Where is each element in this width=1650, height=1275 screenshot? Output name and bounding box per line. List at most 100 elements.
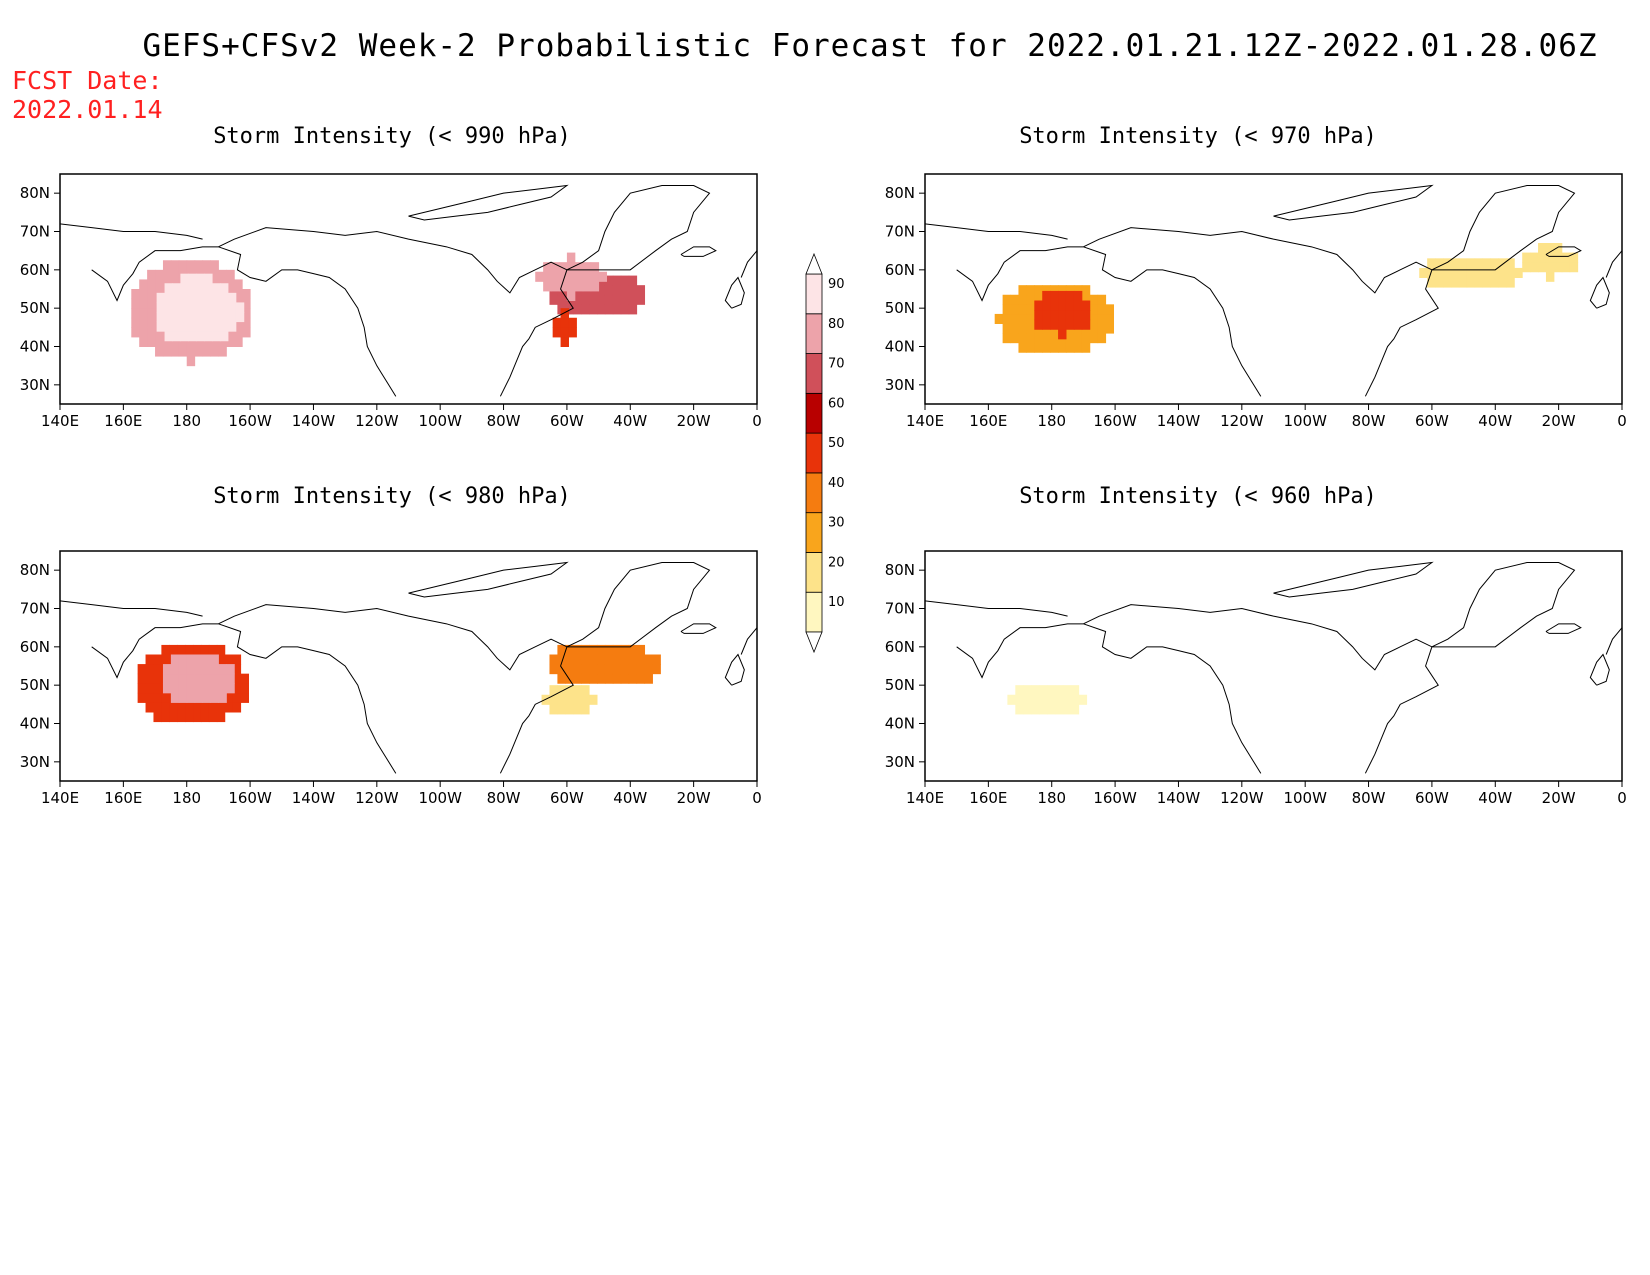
probability-cell <box>172 292 181 303</box>
probability-cell <box>1427 258 1436 269</box>
probability-cell <box>1039 694 1048 705</box>
probability-cell <box>147 269 156 280</box>
probability-cell <box>186 654 196 665</box>
probability-cell <box>1545 252 1555 263</box>
x-tick-label: 160E <box>104 789 142 807</box>
probability-cell <box>156 321 166 332</box>
probability-cell <box>177 702 186 713</box>
probability-cell <box>589 694 598 705</box>
probability-cell <box>565 694 574 705</box>
y-tick-label: 80N <box>885 184 915 202</box>
probability-cell <box>177 644 186 655</box>
probability-cell <box>1097 323 1107 334</box>
probability-cell <box>1062 685 1072 696</box>
probability-cell <box>1042 342 1051 353</box>
x-tick-label: 80W <box>487 789 521 807</box>
probability-cell <box>1097 313 1107 324</box>
probability-cell <box>153 692 162 703</box>
probability-cell <box>169 644 178 655</box>
probability-cell <box>170 260 180 271</box>
probability-cell <box>218 683 227 694</box>
probability-cell <box>1026 333 1035 344</box>
probability-cell <box>219 331 229 342</box>
probability-cell <box>1058 285 1067 296</box>
probability-cell <box>1073 342 1083 353</box>
probability-cell <box>1018 285 1027 296</box>
probability-cell <box>226 327 235 338</box>
probability-cell <box>1026 323 1035 334</box>
x-tick-label: 60W <box>1415 412 1449 430</box>
probability-cell <box>196 292 205 303</box>
probability-cell <box>604 304 614 315</box>
probability-cell <box>170 683 180 694</box>
probability-cell <box>186 356 196 367</box>
probability-cell <box>1042 319 1051 330</box>
probability-area <box>156 273 245 342</box>
probability-cell <box>161 654 170 665</box>
probability-cell <box>549 704 558 715</box>
probability-cell <box>242 327 251 338</box>
colorbar-label: 70 <box>828 357 845 372</box>
probability-cell <box>566 262 576 273</box>
probability-cell <box>1070 685 1080 696</box>
coastline <box>1083 227 1439 397</box>
colorbar: 10 20 30 40 50 60 70 80 90 <box>805 252 845 654</box>
coastline <box>680 623 717 634</box>
y-tick-label: 80N <box>20 184 50 202</box>
x-tick-label: 160E <box>104 412 142 430</box>
probability-cell <box>1050 300 1059 311</box>
probability-cell <box>551 281 560 292</box>
x-tick-label: 120W <box>1220 412 1264 430</box>
probability-cell <box>604 275 614 286</box>
probability-cell <box>574 262 584 273</box>
probability-cell <box>1545 243 1555 254</box>
y-tick-label: 40N <box>885 338 915 356</box>
probability-area <box>1034 290 1091 340</box>
probability-cell <box>1010 333 1019 344</box>
y-tick-label: 30N <box>885 753 915 771</box>
probability-cell <box>1046 694 1056 705</box>
x-tick-label: 120W <box>355 789 399 807</box>
probability-cell <box>224 702 234 713</box>
probability-cell <box>1081 310 1091 321</box>
probability-cell <box>162 336 172 347</box>
x-tick-label: 140W <box>1157 789 1201 807</box>
probability-cell <box>242 308 251 319</box>
probability-cell <box>216 702 226 713</box>
probability-cell <box>232 673 242 684</box>
y-tick-label: 70N <box>885 600 915 618</box>
probability-cell <box>628 304 638 315</box>
colorbar-swatch <box>805 313 823 354</box>
probability-cell <box>1450 267 1460 278</box>
probability-cell <box>1458 258 1468 269</box>
probability-cell <box>164 302 173 313</box>
colorbar-swatch <box>805 552 823 593</box>
probability-cell <box>155 346 164 357</box>
probability-cell <box>636 654 646 665</box>
probability-cell <box>568 327 577 338</box>
probability-cell <box>224 654 234 665</box>
probability-cell <box>170 673 180 684</box>
probability-cell <box>1058 300 1067 311</box>
probability-cell <box>185 702 194 713</box>
probability-cell <box>155 279 164 290</box>
probability-cell <box>1073 285 1083 296</box>
probability-cell <box>1026 342 1035 353</box>
coastline <box>218 604 574 774</box>
y-tick-label: 40N <box>885 715 915 733</box>
probability-cell <box>153 702 162 713</box>
y-tick-label: 30N <box>20 753 50 771</box>
forecast-date-label: FCST Date: <box>12 66 163 95</box>
probability-cell <box>147 308 156 319</box>
coastline <box>1545 246 1582 257</box>
probability-cell <box>552 317 562 328</box>
probability-cell <box>1506 267 1515 278</box>
probability-cell <box>1050 310 1059 321</box>
probability-cell <box>597 664 606 675</box>
probability-cell <box>1034 319 1043 330</box>
probability-cell <box>1450 258 1460 269</box>
probability-cell <box>1015 704 1024 715</box>
probability-cell <box>560 336 569 347</box>
probability-cell <box>1062 704 1072 715</box>
probability-cell <box>180 312 189 323</box>
